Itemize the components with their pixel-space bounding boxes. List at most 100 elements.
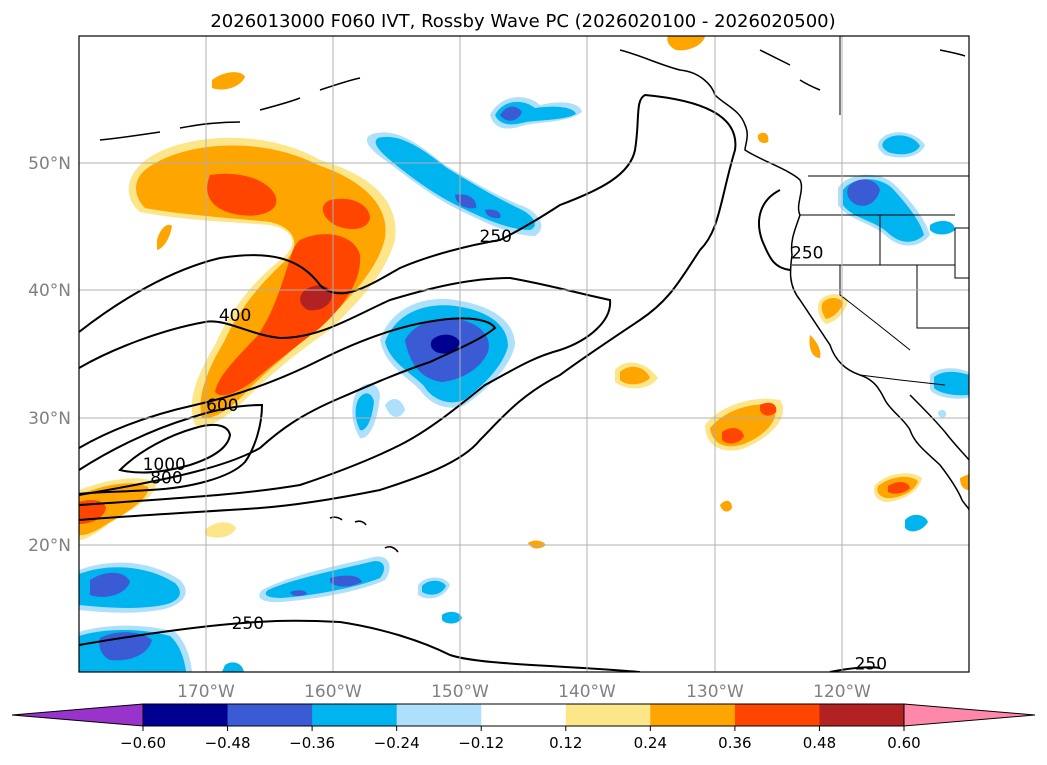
contour-label: 250	[855, 654, 887, 674]
neg-se-3	[938, 409, 947, 418]
neg-north-band-c	[455, 194, 501, 219]
colorbar-segments	[11, 703, 1036, 727]
north-america-coast	[619, 49, 969, 511]
patch-coast-1b	[821, 297, 843, 319]
colorbar-tick-label: 0.12	[549, 734, 582, 752]
page-title: 2026013000 F060 IVT, Rossby Wave PC (202…	[210, 11, 835, 32]
mexico-border	[859, 374, 946, 386]
neg-se-2	[905, 514, 928, 532]
patch-center-3	[720, 500, 732, 512]
gridlines	[79, 36, 969, 672]
neg-mid-1b	[355, 393, 374, 431]
ca-nv-diagonal	[839, 265, 911, 351]
neg-north-band-b	[375, 136, 535, 230]
contour-1000	[118, 423, 232, 474]
colorbar-segment	[143, 704, 229, 726]
colorbar-tick-label: 0.60	[887, 734, 920, 752]
contour-label: 600	[206, 396, 238, 416]
contour-label: 250	[791, 244, 823, 264]
contour-800	[79, 403, 264, 495]
colorbar-tick-label: 0.24	[634, 734, 667, 752]
lat-tick-label: 20°N	[28, 536, 71, 556]
contour-label: 250	[480, 227, 512, 247]
colorbar-segment	[481, 704, 567, 726]
colorbar-tick-label: 0.48	[803, 734, 836, 752]
coastlines	[99, 49, 969, 553]
lon-tick-label: 120°W	[813, 682, 871, 702]
contour-250-right	[758, 189, 791, 271]
contour-250-se	[829, 666, 881, 672]
contour-label: 1000	[143, 455, 186, 475]
hawaii-islands	[329, 516, 399, 553]
colorbar-tick-label: 0.36	[718, 734, 751, 752]
patch-a	[212, 72, 245, 90]
lat-tick-label: 50°N	[28, 154, 71, 174]
colorbar-segment	[650, 704, 736, 726]
lon-tick-label: 140°W	[558, 682, 616, 702]
patch-b	[157, 224, 172, 250]
neg-lower-left-c	[90, 572, 130, 597]
contour-600	[79, 317, 497, 496]
lat-tick-labels: 20°N 30°N 40°N 50°N	[28, 154, 71, 556]
lat-tick-label: 30°N	[28, 409, 71, 429]
patch-coast-5	[960, 474, 969, 490]
political-borders	[792, 36, 969, 386]
aleutian-islands	[99, 77, 361, 141]
contour-label: 800	[150, 469, 182, 489]
ivt-contours	[79, 93, 881, 672]
lon-tick-labels: 170°W 160°W 150°W 140°W 130°W 120°W	[177, 682, 871, 702]
lon-tick-label: 170°W	[177, 682, 235, 702]
nevada-border	[879, 215, 969, 329]
neg-low-band-c	[290, 575, 362, 597]
neg-ne-2c	[847, 179, 880, 206]
neg-top-center-c	[500, 106, 522, 121]
colorbar-tick-label: −0.36	[289, 734, 335, 752]
contour-250-south	[79, 619, 641, 672]
colorbar-extend-max	[903, 703, 1036, 727]
colorbar-tick-label: −0.60	[120, 734, 166, 752]
lon-tick-label: 150°W	[431, 682, 489, 702]
idaho-border	[954, 227, 969, 279]
band-lower-left-orange	[79, 483, 149, 536]
contour-400	[79, 276, 612, 506]
neg-se-1b	[934, 371, 969, 396]
colorbar-tick-label: −0.12	[458, 734, 504, 752]
patch-c	[205, 522, 236, 538]
patch-coast-4	[757, 132, 769, 144]
colorbar-segment	[819, 704, 905, 726]
ar-plume-darkred	[300, 285, 332, 311]
contour-label: 250	[232, 614, 264, 634]
map-frame	[78, 35, 970, 673]
neg-low-2b	[422, 580, 446, 595]
colorbar-tick-label: −0.24	[374, 734, 420, 752]
neg-mid-2	[385, 398, 405, 417]
ar-plume-red	[207, 173, 370, 396]
neg-bottom-left-2	[222, 662, 244, 672]
patch-top	[667, 36, 705, 51]
neg-ne-3	[930, 220, 955, 235]
patch-coast-2	[809, 335, 821, 358]
colorbar-frame	[142, 703, 905, 727]
neg-low-band-b	[265, 561, 385, 598]
neg-main-blob-d	[430, 334, 460, 354]
canada-islands	[759, 49, 966, 91]
ar-plume-orange	[136, 145, 386, 419]
contour-250-main	[79, 93, 737, 521]
colorbar-segment	[396, 704, 482, 726]
gulf-california-coast	[909, 394, 969, 461]
positive-anomaly-fields	[79, 36, 969, 549]
patch-center-2c	[722, 402, 777, 444]
colorbar-extend-min	[11, 703, 144, 727]
contour-label: 400	[219, 306, 251, 326]
neg-ne-1b	[882, 135, 920, 155]
colorbar: −0.60 −0.48 −0.36 −0.24 −0.12 0.12 0.24 0.36 0.4…	[11, 703, 1036, 752]
neg-low-3	[442, 611, 462, 624]
patch-center-1b	[620, 366, 650, 385]
patch-coast-3c	[888, 482, 910, 494]
lat-tick-label: 40°N	[28, 281, 71, 301]
lon-tick-label: 160°W	[304, 682, 362, 702]
